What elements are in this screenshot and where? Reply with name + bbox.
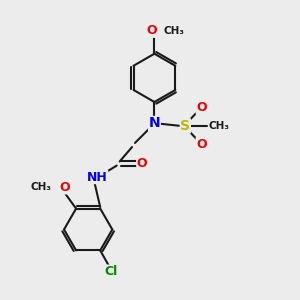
Text: O: O [137,157,147,170]
Text: CH₃: CH₃ [164,26,185,36]
Text: CH₃: CH₃ [31,182,52,192]
Text: S: S [180,119,190,133]
Text: N: N [148,116,160,130]
Text: O: O [59,181,70,194]
Text: CH₃: CH₃ [209,121,230,131]
Text: Cl: Cl [105,265,118,278]
Text: O: O [147,24,158,37]
Text: NH: NH [87,171,108,184]
Text: O: O [196,101,207,114]
Text: O: O [196,138,207,151]
